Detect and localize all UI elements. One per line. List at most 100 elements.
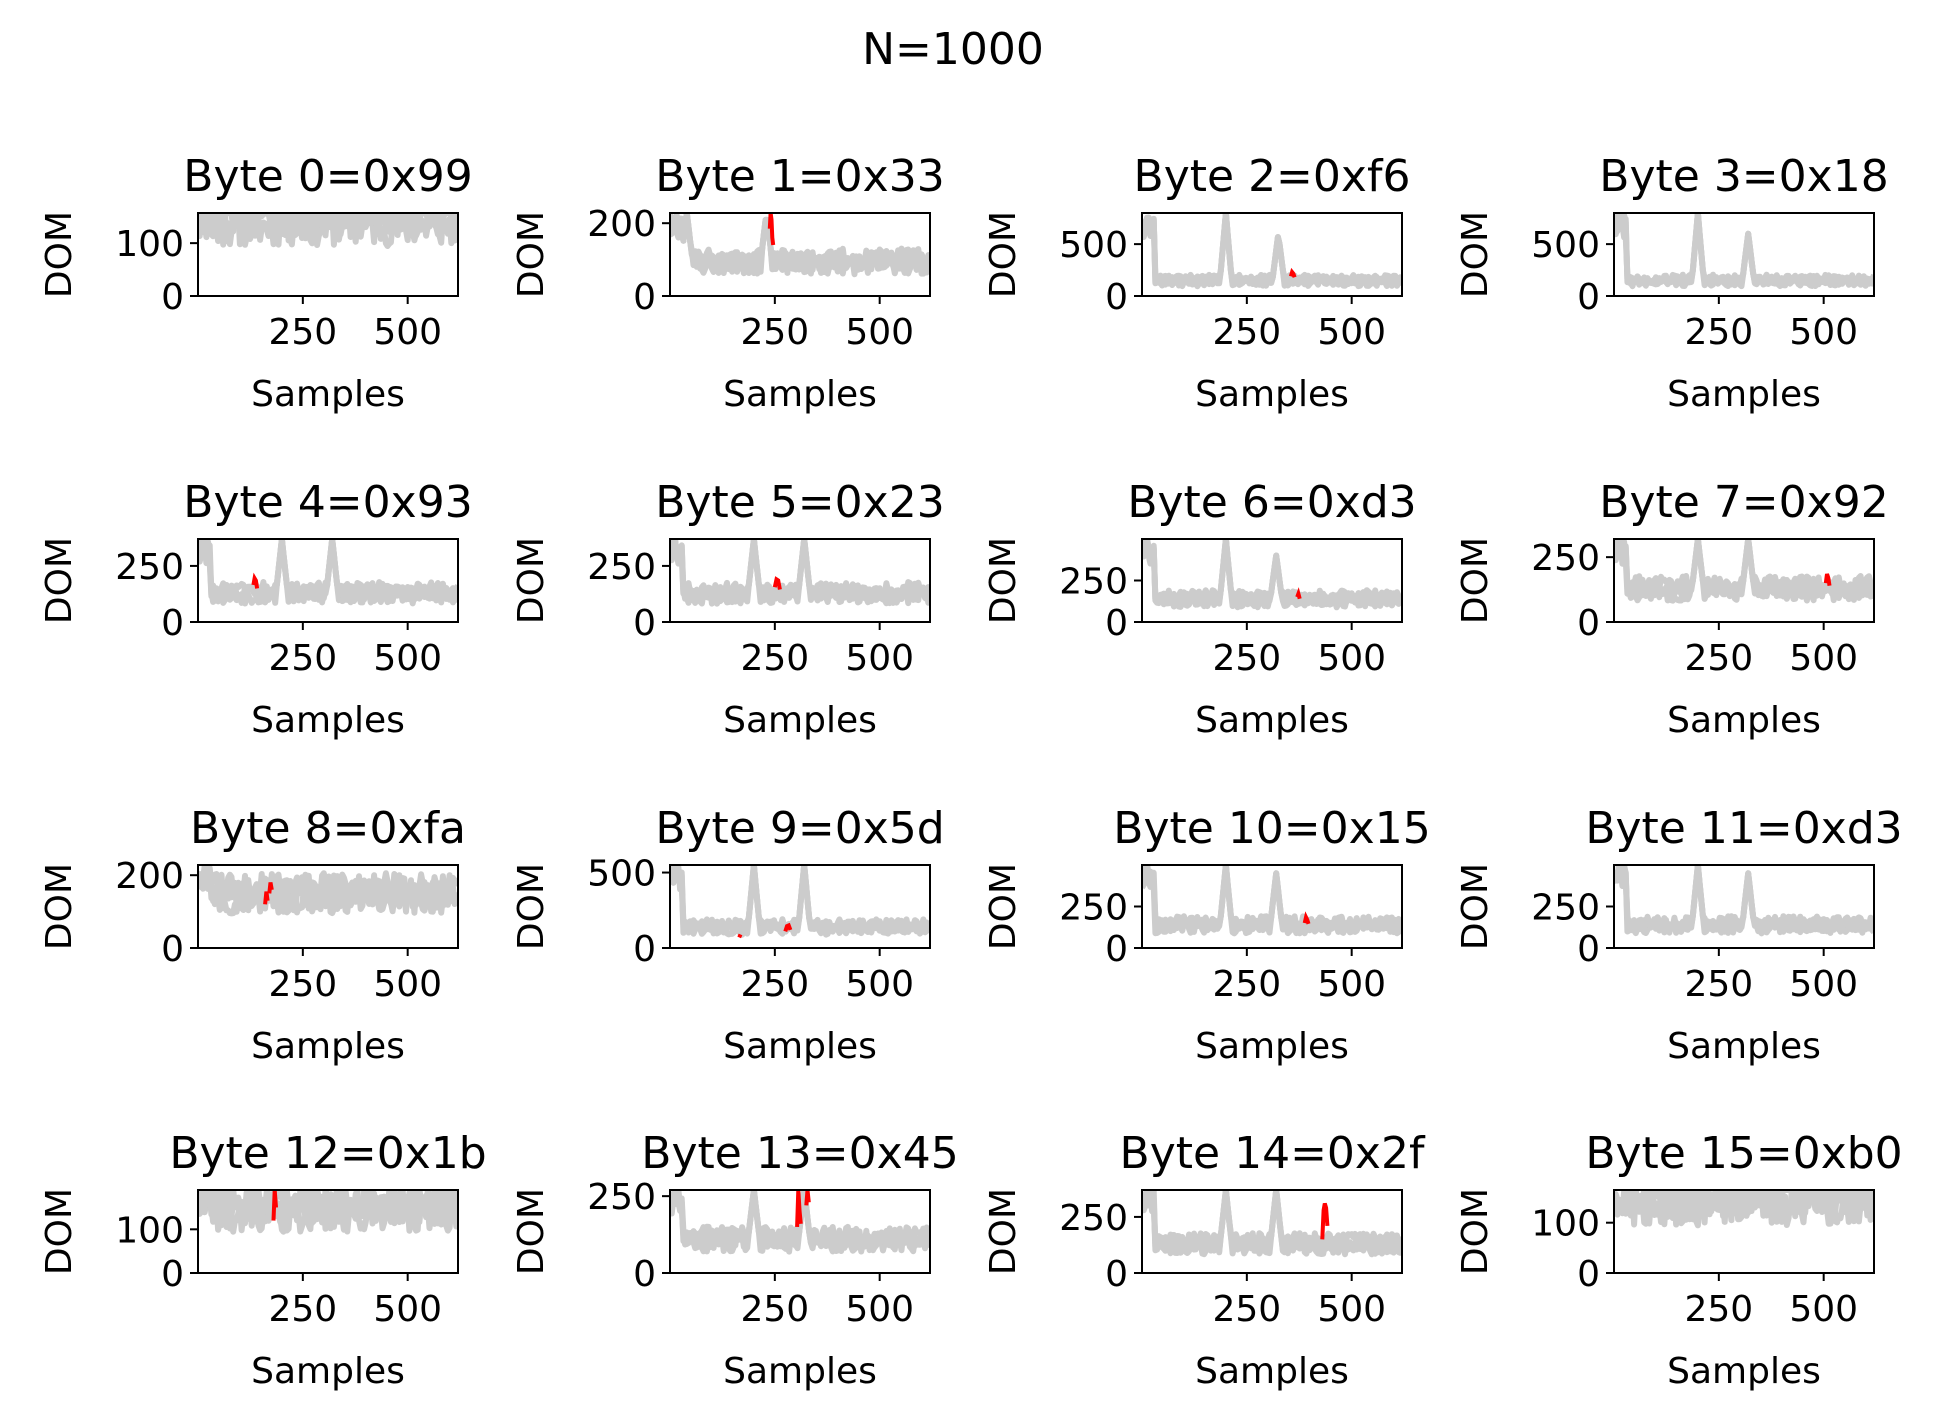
x-axis-label: Samples (1667, 374, 1821, 415)
y-tick-label: 500 (587, 854, 656, 895)
x-tick-label: 500 (1789, 1289, 1858, 1330)
background-traces (1142, 865, 1402, 937)
x-axis-label: Samples (1195, 374, 1349, 415)
subplot-7: 250 500 0 250 Byte 7=0x92 Samples DOM (1455, 477, 1889, 741)
highlight-trace-1 (783, 922, 793, 933)
x-tick-label: 500 (845, 1289, 914, 1330)
highlight-trace-0 (767, 213, 776, 246)
highlight-trace-0 (251, 572, 260, 589)
y-axis-label: DOM (983, 863, 1024, 950)
subplot-title: Byte 2=0xf6 (1134, 151, 1411, 202)
x-tick-label: 250 (268, 312, 337, 353)
trace-2 (198, 213, 458, 241)
y-tick-label: 250 (1059, 888, 1128, 929)
y-tick-label: 100 (115, 1210, 184, 1251)
background-traces (670, 213, 930, 278)
x-tick-label: 500 (373, 312, 442, 353)
y-tick-label: 0 (1577, 603, 1600, 644)
y-axis-label: DOM (1455, 537, 1496, 624)
trace-2 (670, 539, 930, 600)
x-tick-label: 500 (845, 312, 914, 353)
background-traces (198, 213, 458, 249)
x-tick-label: 500 (1317, 1289, 1386, 1330)
y-axis-label: DOM (1455, 1188, 1496, 1275)
background-traces (1142, 213, 1402, 290)
highlight-trace-0 (772, 576, 782, 590)
trace-2 (1614, 865, 1874, 931)
background-traces (198, 539, 458, 607)
y-tick-label: 0 (633, 1254, 656, 1295)
y-tick-label: 500 (1059, 225, 1128, 266)
x-axis-label: Samples (1195, 1026, 1349, 1067)
x-tick-label: 250 (268, 1289, 337, 1330)
background-traces (1614, 1190, 1874, 1229)
subplot-4: 250 500 0 250 Byte 4=0x93 Samples DOM (39, 477, 473, 741)
axes-frame (669, 1189, 931, 1274)
x-tick-label: 500 (1789, 312, 1858, 353)
trace-2 (198, 865, 458, 904)
highlight-trace-0 (1302, 911, 1311, 925)
axes-frame (669, 538, 931, 623)
axes-frame (197, 864, 459, 949)
x-axis-label: Samples (723, 1026, 877, 1067)
x-axis-label: Samples (1667, 1351, 1821, 1392)
x-tick-label: 250 (1212, 1289, 1281, 1330)
y-axis-label: DOM (511, 211, 552, 298)
y-tick-label: 0 (161, 929, 184, 970)
x-tick-label: 250 (740, 638, 809, 679)
x-axis-label: Samples (723, 1351, 877, 1392)
trace-2 (1614, 213, 1874, 286)
x-axis-label: Samples (1667, 1026, 1821, 1067)
trace-2 (1142, 1190, 1402, 1251)
subplot-title: Byte 5=0x23 (655, 477, 944, 528)
y-axis-label: DOM (39, 1188, 80, 1275)
background-traces (198, 865, 458, 917)
x-axis-label: Samples (723, 700, 877, 741)
x-tick-label: 250 (268, 638, 337, 679)
figure-suptitle: N=1000 (862, 24, 1044, 75)
x-tick-label: 250 (268, 964, 337, 1005)
axes-frame (1613, 538, 1875, 623)
axes-frame (197, 538, 459, 623)
y-tick-label: 250 (587, 1177, 656, 1218)
y-axis-label: DOM (983, 1188, 1024, 1275)
x-axis-label: Samples (723, 374, 877, 415)
y-tick-label: 0 (1105, 929, 1128, 970)
x-tick-label: 250 (740, 964, 809, 1005)
subplot-title: Byte 8=0xfa (190, 803, 466, 854)
background-traces (1614, 539, 1874, 604)
y-tick-label: 100 (115, 224, 184, 265)
y-axis-label: DOM (1455, 863, 1496, 950)
x-tick-label: 250 (1684, 312, 1753, 353)
x-tick-label: 250 (1212, 964, 1281, 1005)
background-traces (670, 865, 930, 938)
y-tick-label: 0 (1105, 277, 1128, 318)
y-axis-label: DOM (983, 211, 1024, 298)
y-axis-label: DOM (39, 211, 80, 298)
y-tick-label: 0 (1577, 1254, 1600, 1295)
axes-frame (669, 212, 931, 297)
y-tick-label: 250 (1059, 562, 1128, 603)
subplot-title: Byte 3=0x18 (1599, 151, 1888, 202)
subplot-title: Byte 7=0x92 (1599, 477, 1888, 528)
background-traces (670, 539, 930, 607)
x-tick-label: 250 (1212, 312, 1281, 353)
x-axis-label: Samples (1667, 700, 1821, 741)
background-traces (198, 1190, 458, 1235)
trace-2 (670, 213, 930, 269)
background-traces (1142, 1190, 1402, 1258)
subplot-title: Byte 12=0x1b (169, 1128, 486, 1179)
x-axis-label: Samples (251, 1351, 405, 1392)
subplot-title: Byte 0=0x99 (183, 151, 472, 202)
y-tick-label: 250 (1531, 888, 1600, 929)
subplot-14: 250 500 0 250 Byte 14=0x2f Samples DOM (983, 1128, 1426, 1392)
x-tick-label: 250 (1684, 638, 1753, 679)
highlight-trace-0 (1320, 1202, 1330, 1240)
background-traces (1614, 865, 1874, 937)
